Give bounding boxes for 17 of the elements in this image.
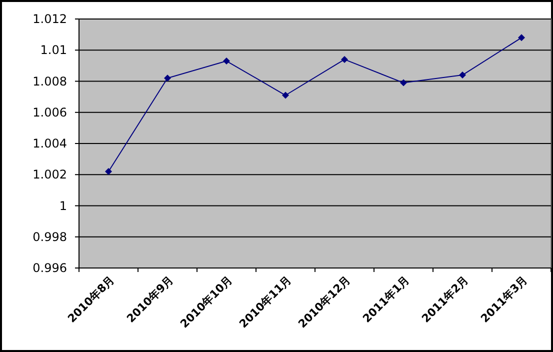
point — [518, 34, 525, 42]
y-tick-label: 0.998 — [32, 230, 67, 244]
point — [223, 58, 230, 65]
y-tick-label: 1.008 — [32, 74, 67, 88]
point — [341, 56, 348, 63]
point — [282, 92, 289, 99]
y-tick-label: 0.996 — [32, 261, 67, 275]
point — [164, 74, 171, 82]
point — [459, 72, 466, 79]
point — [400, 79, 407, 86]
y-tick-label: 1.01 — [40, 43, 67, 58]
y-tick-label: 1 — [59, 198, 67, 213]
y-tick-label: 1.006 — [32, 105, 67, 120]
y-tick-label: 1.004 — [32, 136, 67, 150]
y-tick-label: 1.002 — [32, 168, 67, 182]
point — [105, 168, 112, 176]
y-tick-label: 1.012 — [32, 12, 67, 26]
